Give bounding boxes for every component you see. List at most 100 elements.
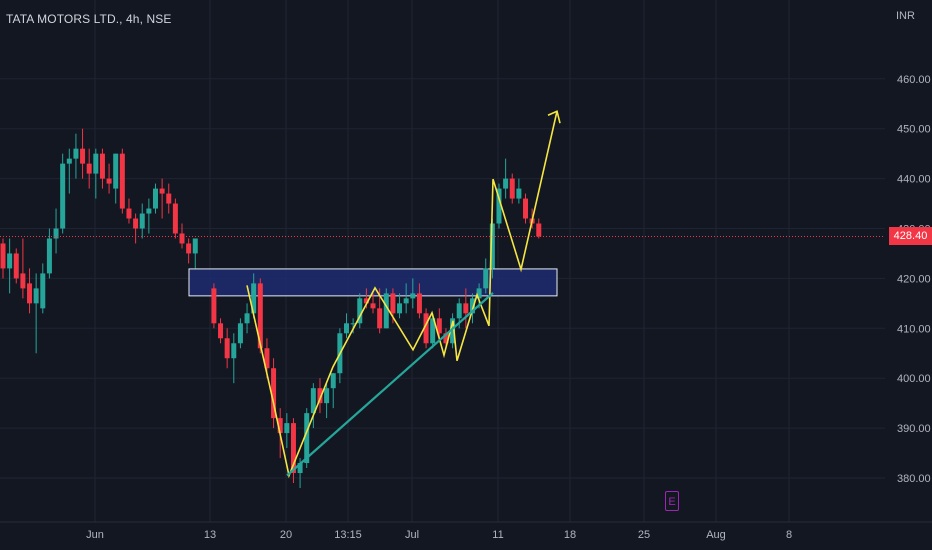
- candle-up: [324, 383, 330, 419]
- candle-down: [211, 283, 217, 329]
- candle-body: [27, 283, 33, 304]
- candle-body: [66, 158, 72, 164]
- time-tick-label: 18: [564, 529, 576, 541]
- candle-body: [297, 463, 303, 474]
- candle-body: [363, 298, 369, 304]
- candle-down: [80, 128, 86, 179]
- candle-body: [496, 188, 502, 224]
- candle-down: [20, 238, 26, 299]
- candle-body: [93, 153, 99, 174]
- time-axis: Jun 13 20 13:15 Jul 11 18 25 Aug 8: [86, 529, 792, 541]
- candle-body: [370, 303, 376, 309]
- candle-down: [159, 178, 165, 219]
- candle-down: [0, 238, 6, 279]
- candle-up: [152, 183, 158, 214]
- candle-body: [73, 148, 79, 159]
- candle-up: [496, 183, 502, 229]
- candle-body: [186, 243, 192, 254]
- price-tick-label: 460.00: [897, 74, 931, 86]
- candle-body: [509, 178, 515, 199]
- candle-down: [179, 223, 185, 249]
- price-tick-label: 440.00: [897, 174, 931, 186]
- candle-up: [516, 178, 522, 204]
- candle-body: [456, 303, 462, 319]
- candle-up: [73, 133, 79, 179]
- candle-down: [317, 378, 323, 414]
- candle-body: [463, 303, 469, 314]
- candle-body: [436, 318, 442, 334]
- currency-label: INR: [896, 10, 915, 22]
- candle-up: [237, 318, 243, 349]
- zigzag-pattern-line: [246, 111, 558, 479]
- candle-up: [383, 288, 389, 329]
- candle-body: [383, 293, 389, 329]
- candle-body: [244, 313, 250, 324]
- price-tick-label: 390.00: [897, 423, 931, 435]
- price-tick-label: 450.00: [897, 124, 931, 136]
- time-tick-label: 25: [638, 529, 650, 541]
- candle-body: [139, 213, 145, 229]
- candle-down: [290, 418, 296, 483]
- time-tick-label: 13:15: [334, 529, 362, 541]
- candle-up: [503, 158, 509, 199]
- candle-down: [27, 268, 33, 314]
- candle-up: [330, 373, 336, 409]
- candle-body: [53, 228, 59, 239]
- candle-body: [179, 233, 185, 244]
- candle-body: [344, 323, 349, 334]
- candle-body: [211, 288, 217, 324]
- candle-up: [66, 148, 72, 194]
- candle-down: [423, 308, 429, 349]
- candle-body: [377, 308, 383, 329]
- last-price-label: 428.40: [889, 227, 932, 245]
- candle-body: [113, 153, 119, 189]
- candlestick-series: [0, 128, 542, 488]
- candle-up: [344, 313, 349, 339]
- candle-up: [139, 203, 145, 239]
- candle-down: [218, 318, 224, 344]
- time-tick-label: Aug: [706, 529, 726, 541]
- candle-up: [410, 278, 416, 309]
- candle-body: [450, 318, 456, 344]
- candle-body: [264, 348, 270, 369]
- candle-body: [7, 253, 13, 269]
- candle-down: [370, 293, 376, 314]
- candle-down: [463, 288, 469, 329]
- candle-body: [423, 313, 429, 344]
- candle-body: [304, 413, 310, 464]
- candle-up: [397, 293, 403, 319]
- candle-up: [357, 293, 363, 329]
- candle-body: [310, 388, 316, 414]
- candle-body: [99, 153, 105, 179]
- candle-up: [60, 153, 66, 234]
- candle-down: [106, 163, 112, 194]
- candle-body: [416, 293, 422, 314]
- candle-up: [284, 413, 290, 449]
- candle-body: [40, 273, 46, 309]
- price-axis: 460.00450.00440.00430.00420.00410.00400.…: [897, 74, 931, 485]
- candle-body: [119, 153, 125, 209]
- candle-body: [483, 268, 489, 289]
- time-tick-label: 8: [786, 529, 792, 541]
- candle-up: [7, 238, 13, 294]
- price-tick-label: 400.00: [897, 373, 931, 385]
- candle-up: [244, 303, 250, 334]
- candle-body: [231, 343, 237, 359]
- candle-body: [489, 223, 495, 269]
- candle-body: [284, 423, 290, 434]
- candle-body: [430, 318, 436, 344]
- candle-body: [20, 273, 26, 289]
- candle-down: [166, 183, 172, 214]
- price-tick-label: 410.00: [897, 323, 931, 335]
- earnings-badge[interactable]: E: [665, 491, 679, 511]
- candle-down: [536, 218, 542, 239]
- arrow-head: [547, 110, 561, 124]
- candle-body: [0, 243, 6, 269]
- candle-up: [350, 318, 356, 334]
- candle-down: [186, 238, 192, 264]
- time-tick-label: 20: [280, 529, 292, 541]
- candle-body: [133, 218, 139, 229]
- candle-body: [476, 288, 482, 299]
- candle-body: [251, 283, 257, 314]
